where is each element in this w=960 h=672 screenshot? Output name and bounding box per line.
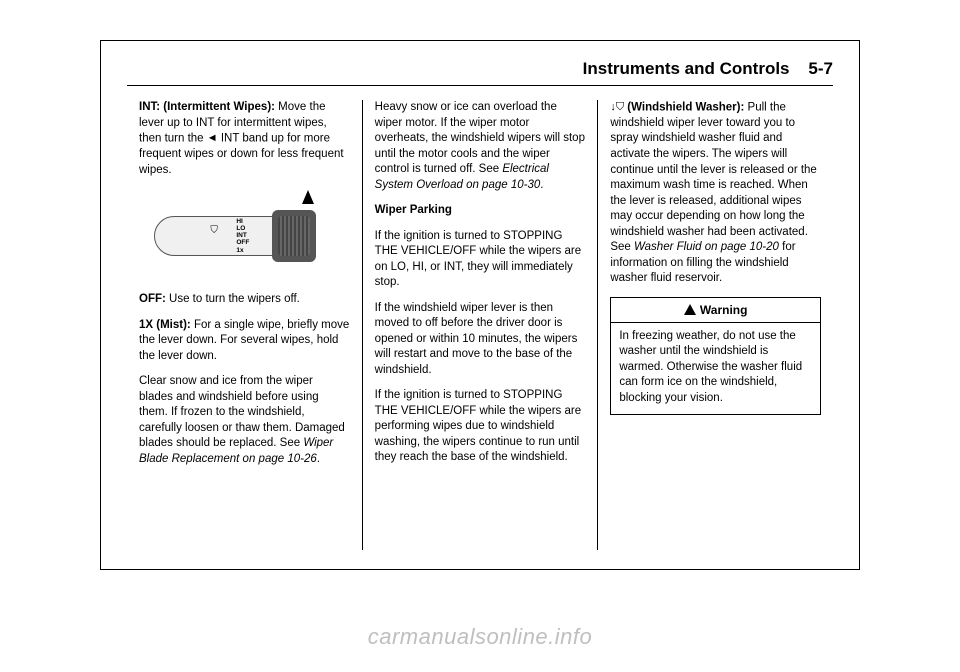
mist-paragraph: 1X (Mist): For a single wipe, briefly mo… (139, 318, 350, 365)
wiper-stalk-illustration: ⛉ HI LO INT OFF 1x (154, 188, 334, 278)
wiper-parking-heading: Wiper Parking (375, 203, 586, 219)
column-3: ↓⛉ (Windshield Washer): Pull the windshi… (597, 100, 833, 550)
arrow-up-icon (302, 190, 314, 204)
stalk-labels: HI LO INT OFF 1x (236, 218, 249, 254)
content-columns: INT: (Intermittent Wipes): Move the leve… (127, 100, 833, 550)
column-1: INT: (Intermittent Wipes): Move the leve… (127, 100, 362, 550)
overload-end: . (540, 179, 543, 191)
page-number: 5-7 (808, 59, 833, 78)
off-text: Use to turn the wipers off. (166, 293, 300, 305)
mist-label: 1X (Mist): (139, 319, 191, 331)
warning-title-text: Warning (700, 303, 748, 317)
washer-fluid-ref: Washer Fluid on page 10-20 (634, 241, 779, 253)
blade-care-end: . (317, 453, 320, 465)
column-2: Heavy snow or ice can overload the wiper… (362, 100, 598, 550)
manual-page: Instruments and Controls 5-7 INT: (Inter… (100, 40, 860, 570)
page-header: Instruments and Controls 5-7 (127, 59, 833, 86)
watermark: carmanualsonline.info (0, 624, 960, 650)
warning-triangle-icon (684, 304, 696, 315)
washer-paragraph: ↓⛉ (Windshield Washer): Pull the windshi… (610, 100, 821, 287)
parking-p1: If the ignition is turned to STOPPING TH… (375, 229, 586, 291)
washer-spray-icon: ⛉ (616, 100, 624, 115)
label-lo: LO (236, 225, 249, 232)
blade-care-paragraph: Clear snow and ice from the wiper blades… (139, 374, 350, 467)
washer-label: (Windshield Washer): (624, 101, 744, 113)
off-label: OFF: (139, 293, 166, 305)
spray-icon: ⛉ (210, 224, 218, 238)
label-int: INT (236, 232, 249, 239)
overload-paragraph: Heavy snow or ice can overload the wiper… (375, 100, 586, 193)
warning-title: Warning (611, 298, 820, 323)
label-1x: 1x (236, 247, 249, 254)
parking-p2: If the windshield wiper lever is then mo… (375, 301, 586, 379)
int-label: INT: (Intermittent Wipes): (139, 101, 275, 113)
washer-text: Pull the windshield wiper lever toward y… (610, 101, 816, 253)
int-wipes-paragraph: INT: (Intermittent Wipes): Move the leve… (139, 100, 350, 178)
warning-box: Warning In freezing weather, do not use … (610, 297, 821, 416)
overload-text: Heavy snow or ice can overload the wiper… (375, 101, 585, 175)
parking-p3: If the ignition is turned to STOPPING TH… (375, 388, 586, 466)
warning-body: In freezing weather, do not use the wash… (611, 323, 820, 415)
label-hi: HI (236, 218, 249, 225)
label-off: OFF (236, 239, 249, 246)
int-band-icon: ◄ (207, 131, 218, 146)
off-paragraph: OFF: Use to turn the wipers off. (139, 292, 350, 308)
stalk-tip (272, 210, 316, 262)
section-title: Instruments and Controls (583, 59, 790, 78)
